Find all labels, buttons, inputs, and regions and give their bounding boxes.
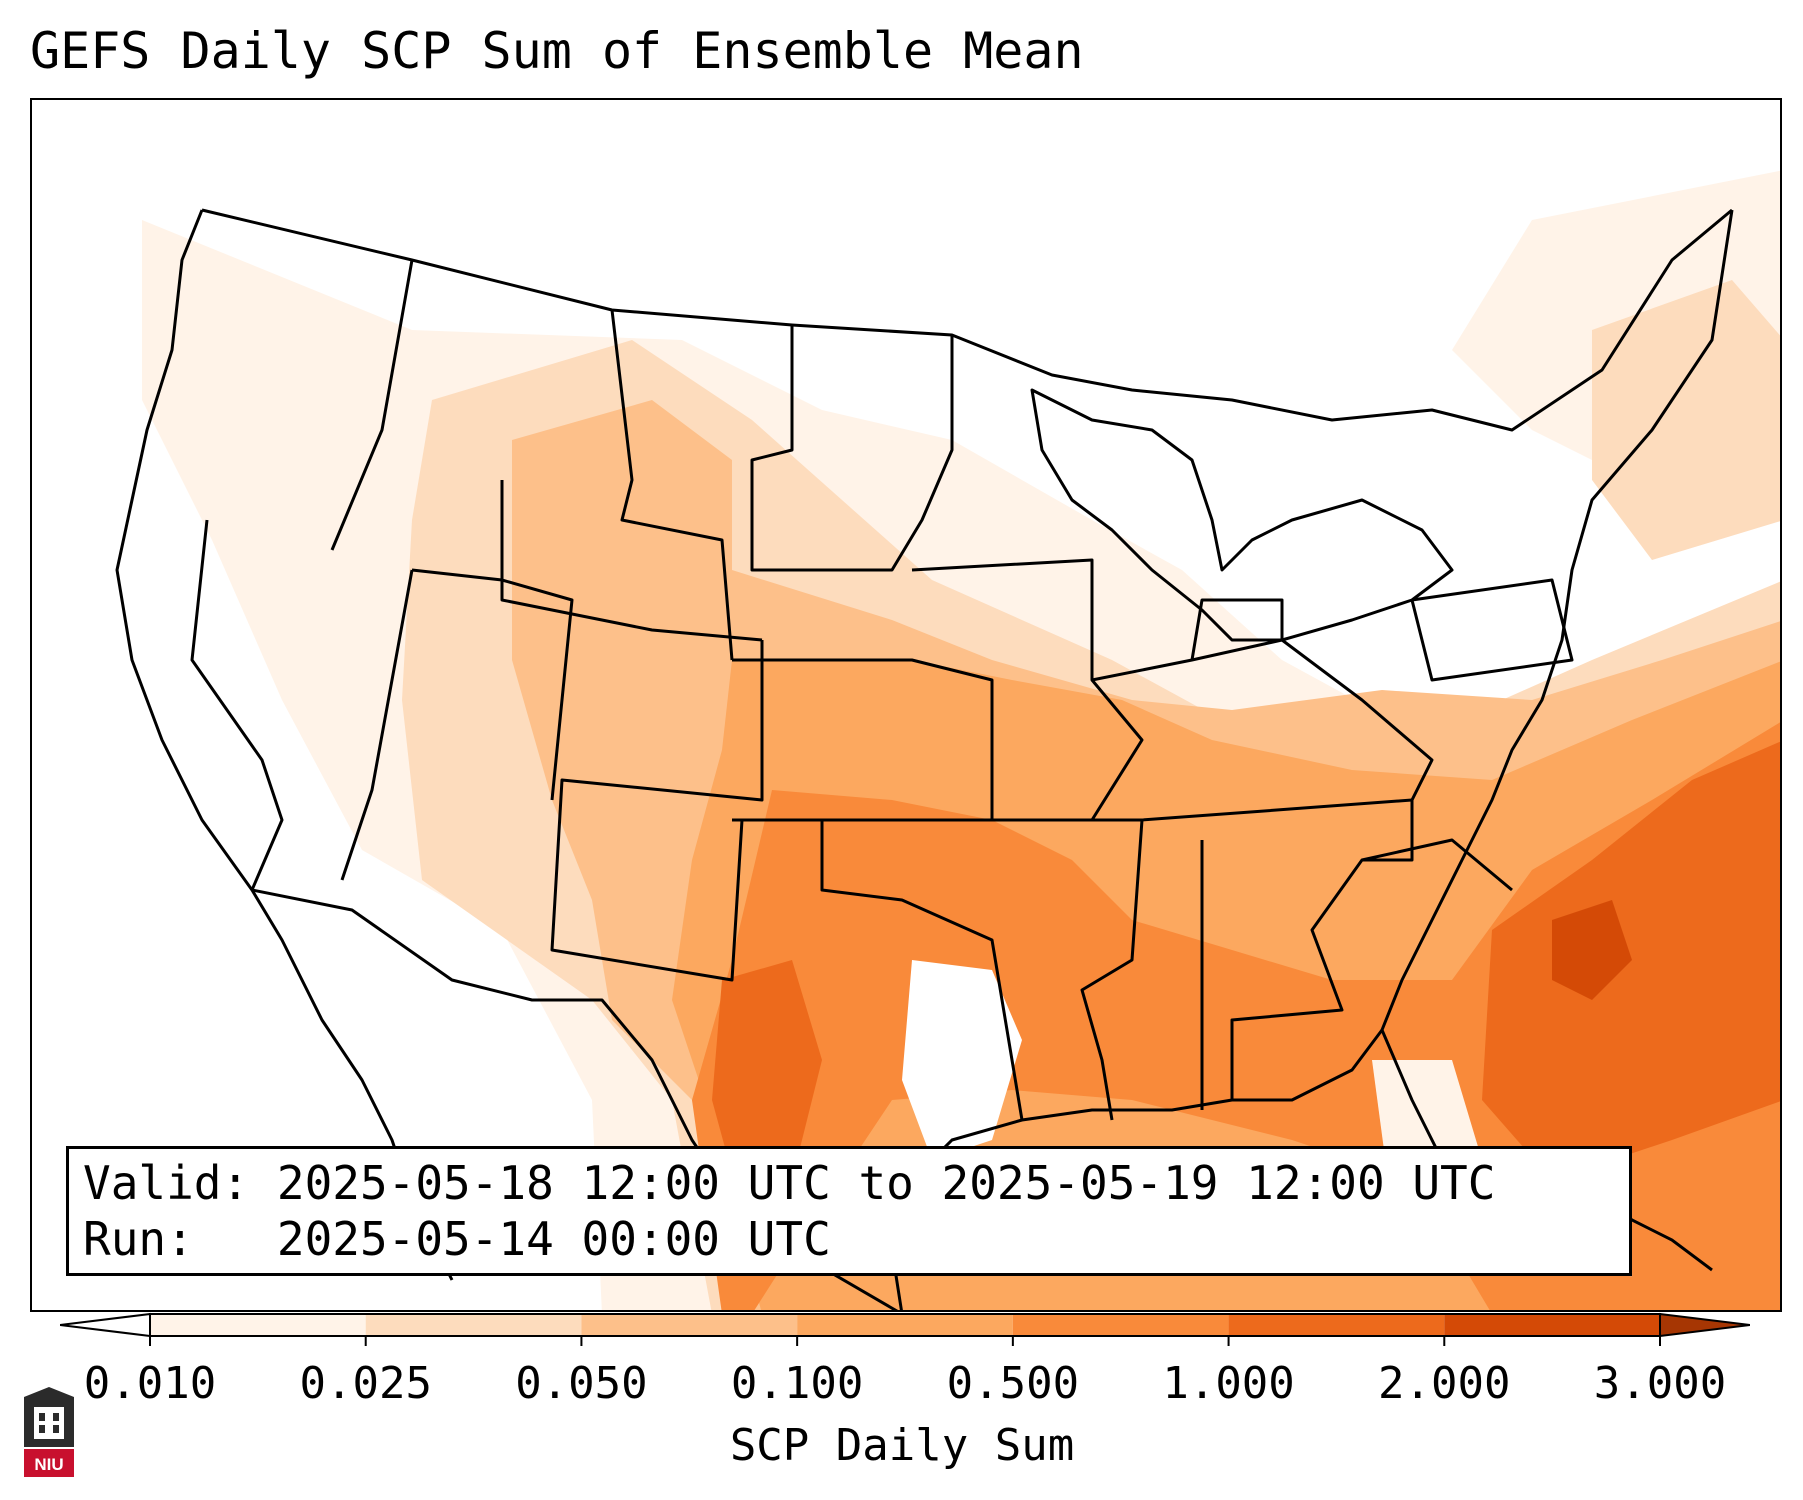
field-2000-core [1552, 900, 1632, 1000]
colorbar-tick-label: 2.000 [1378, 1358, 1511, 1409]
logo-text: NIU [34, 1455, 63, 1474]
colorbar-tick-label: 0.100 [730, 1358, 864, 1409]
map-panel [30, 98, 1782, 1312]
border-ar-la-ms [992, 818, 1144, 1121]
field-025-northeast [1592, 280, 1780, 560]
border-mt-dakotas [610, 309, 734, 661]
valid-range: 2025-05-18 12:00 UTC to 2025-05-19 12:00… [276, 1156, 1496, 1210]
colorbar-bin [150, 1314, 366, 1336]
border-ok-tx [732, 818, 1024, 1121]
colorbar-bin [797, 1314, 1013, 1336]
chart-title: GEFS Daily SCP Sum of Ensemble Mean [30, 22, 1084, 80]
border-ky-oh-wv [1091, 638, 1434, 801]
valid-label: Valid: [83, 1156, 250, 1210]
border-tn-al-ga [1141, 798, 1414, 1100]
niu-logo: NIU [24, 1387, 74, 1477]
border-ca-nv [190, 519, 284, 891]
colorbar-tick-label: 0.050 [515, 1358, 648, 1409]
colorbar-extend-high [1659, 1312, 1750, 1338]
border-nd-sd-mn [750, 325, 954, 572]
border-pa-ny [1410, 578, 1574, 682]
scp-map [115, 170, 1780, 1310]
border-wy-co [500, 480, 763, 642]
run-label: Run: [83, 1212, 194, 1266]
border-ut-co [411, 568, 574, 801]
border-in-il-oh [1190, 598, 1284, 661]
colorbar-bin [581, 1314, 798, 1336]
canada-border [201, 208, 1733, 432]
colorbar-label: SCP Daily Sum [729, 1420, 1075, 1471]
great-lakes-outline [1030, 388, 1454, 642]
colorbar-frame [149, 1313, 1661, 1337]
border-id-mt-wy [330, 259, 414, 551]
run-time: 2025-05-14 00:00 UTC [276, 1212, 831, 1266]
colorbar-tick-label: 0.500 [946, 1358, 1080, 1409]
colorbar-tick-label: 0.025 [299, 1358, 432, 1409]
state-borders [115, 208, 1734, 1310]
colorbar-bin [1444, 1314, 1660, 1336]
border-nc-va-sc [1361, 838, 1513, 892]
east-coast-line [1380, 209, 1734, 1251]
scp-shading [142, 170, 1780, 1310]
colorbar [60, 1312, 1750, 1346]
colorbar-bin [1012, 1314, 1229, 1336]
colorbar-tick-label: 1.000 [1162, 1358, 1295, 1409]
colorbar-tick-label: 0.010 [83, 1358, 217, 1409]
border-co-ks-nm [550, 640, 764, 982]
colorbar-extend-low [60, 1312, 151, 1338]
west-coast-line [115, 209, 454, 1281]
border-nv-ut-az [340, 569, 414, 881]
colorbar-bin [365, 1314, 582, 1336]
validity-box: Valid: 2025-05-18 12:00 UTC to 2025-05-1… [66, 1146, 1632, 1276]
field-white-gulf-gap [902, 960, 1022, 1160]
colorbar-tick-label: 3.000 [1593, 1358, 1727, 1409]
colorbar-bin [1228, 1314, 1445, 1336]
border-ne-ks-ok [732, 658, 994, 822]
